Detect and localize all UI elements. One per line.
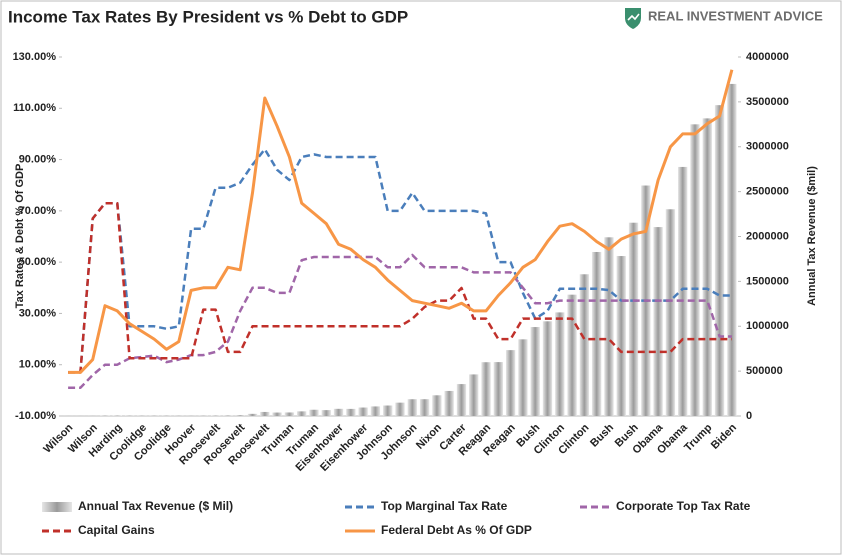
y-axis-title: Tax Rates & Debt % Of GDP: [14, 164, 26, 309]
bar: [542, 321, 553, 416]
y2-tick-label: 1500000: [746, 275, 789, 287]
legend-label: Corporate Top Tax Rate: [616, 499, 751, 513]
y-tick-label: 50.00%: [19, 256, 57, 268]
y-tick-label: 130.00%: [13, 51, 57, 63]
bar: [579, 274, 590, 416]
bar: [235, 415, 245, 416]
bar: [432, 395, 442, 416]
bar: [616, 256, 626, 416]
bar: [591, 251, 602, 416]
bar: [678, 166, 688, 416]
y2-tick-label: 500000: [746, 365, 783, 377]
line-series: [68, 69, 734, 374]
chart-title: Income Tax Rates By President vs % Debt …: [8, 7, 408, 26]
brand-icon-mark: [627, 13, 640, 21]
y2-tick-label: 1000000: [746, 320, 789, 332]
brand-name: REAL INVESTMENT ADVICE: [648, 8, 823, 23]
bar: [247, 413, 258, 416]
y2-tick-label: 2000000: [746, 230, 789, 242]
y-tick-label: 70.00%: [19, 205, 57, 217]
bar: [419, 399, 430, 416]
bar: [530, 327, 540, 416]
bar: [346, 408, 356, 416]
bar: [284, 412, 295, 416]
bar: [223, 415, 233, 416]
bar: [604, 237, 614, 416]
bar: [370, 406, 381, 416]
bar: [358, 407, 368, 416]
bar: [653, 227, 663, 416]
bar: [690, 124, 700, 416]
bar: [309, 409, 319, 416]
bar: [407, 399, 417, 416]
bar: [456, 384, 467, 416]
bar: [518, 339, 528, 416]
bar: [333, 408, 344, 416]
y2-tick-label: 0: [746, 410, 752, 422]
y2-tick-label: 4000000: [746, 51, 789, 63]
legend-label: Federal Debt As % Of GDP: [381, 523, 532, 537]
bar: [444, 390, 454, 416]
y-tick-label: 10.00%: [19, 359, 57, 371]
bar: [395, 402, 405, 416]
bar: [297, 411, 307, 416]
brand-icon: [625, 8, 641, 29]
bar: [702, 118, 712, 417]
bar: [727, 83, 737, 417]
legend-label: Annual Tax Revenue ($ Mil): [78, 499, 233, 513]
y2-axis-title: Annual Tax Revenue ($mil): [806, 166, 818, 306]
bar: [260, 411, 270, 416]
y2-tick-label: 2500000: [746, 186, 789, 198]
y-tick-label: 30.00%: [19, 307, 57, 319]
bar: [383, 405, 393, 416]
line-series: [68, 253, 732, 390]
y-tick-label: 110.00%: [13, 102, 56, 114]
line-series: [68, 201, 732, 374]
bar: [321, 410, 331, 416]
brand-logo: REAL INVESTMENT ADVICE: [625, 8, 823, 29]
bar: [665, 209, 676, 416]
bar: [505, 350, 516, 416]
bar: [567, 294, 577, 416]
y2-tick-label: 3000000: [746, 141, 789, 153]
y-tick-label: 90.00%: [19, 153, 57, 165]
y2-tick-label: 3500000: [746, 96, 789, 108]
bar: [469, 374, 479, 416]
legend-label: Top Marginal Tax Rate: [381, 499, 508, 513]
bar: [555, 312, 565, 416]
bar: [481, 362, 491, 416]
legend-swatch: [42, 502, 72, 512]
bar: [628, 222, 639, 416]
bar: [112, 415, 122, 416]
bar: [272, 412, 282, 416]
bar: [714, 105, 725, 416]
y-tick-label: -10.00%: [15, 410, 56, 422]
line-series: [68, 148, 732, 374]
legend-label: Capital Gains: [78, 523, 155, 537]
bar: [493, 362, 503, 416]
